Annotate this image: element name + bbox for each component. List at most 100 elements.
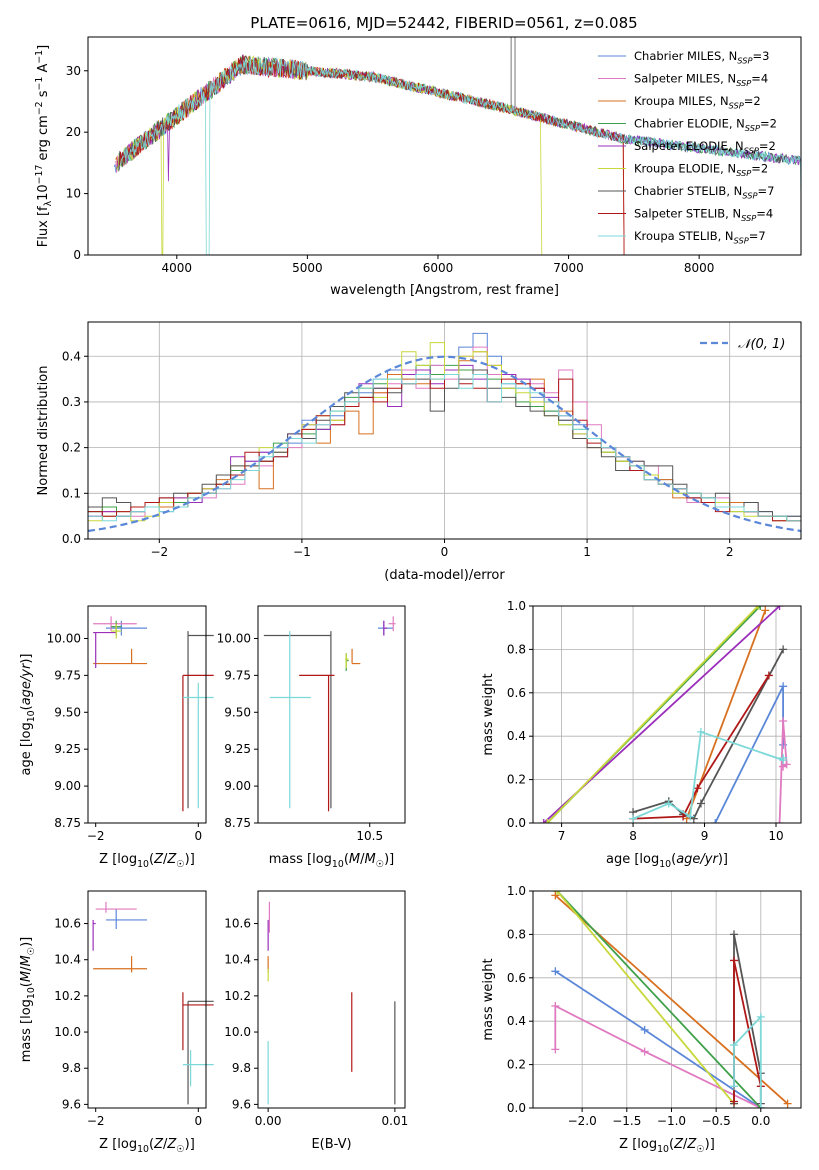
age-z-xtick-label: −2	[87, 829, 105, 843]
weight-z-xlabel: Z [log10(Z/Z☉)]	[619, 1137, 715, 1155]
weight-z-ytick-label: 0.8	[507, 927, 526, 941]
spectrum-xlabel: wavelength [Angstrom, rest frame]	[330, 283, 559, 298]
weight-age-ytick-label: 0.4	[507, 729, 526, 743]
age-mass-ytick-label: 10.00	[217, 631, 251, 645]
spectrum-xtick-label: 4000	[162, 261, 193, 275]
mass-ebv-ytick-label: 10.2	[224, 989, 251, 1003]
mass-ebv-ytick-label: 9.8	[232, 1061, 251, 1075]
age-mass-xtick-label: 10.5	[356, 829, 383, 843]
weight-z-marker-kroupa_stelib	[756, 1104, 765, 1108]
weight-age-marker-salpeter_elodie	[775, 606, 784, 610]
spectrum-ytick-label: 30	[66, 64, 81, 78]
weight-z-ytick-label: 0.4	[507, 1014, 526, 1028]
spectrum-trace-chabrier_stelib	[118, 53, 801, 172]
mass-z-xtick-label: 0	[194, 1114, 202, 1128]
weight-z-marker-kroupa_miles	[551, 891, 560, 900]
residuals-ytick-label: 0.1	[62, 486, 81, 500]
weight-age-marker-kroupa_stelib	[629, 814, 638, 823]
residuals-legend-label: 𝒩(0, 1)	[738, 337, 785, 352]
weight-z-ytick-label: 0.6	[507, 971, 526, 985]
spectrum-trace-kroupa_miles	[115, 55, 625, 255]
weight-age-marker-salpeter_miles	[775, 819, 784, 823]
age-z-xtick-label: 0	[194, 829, 202, 843]
age-z-ytick-label: 9.25	[54, 742, 81, 756]
weight-z-xtick-label: 0.0	[751, 1114, 770, 1128]
weight-z-line-kroupa_elodie	[556, 891, 735, 1105]
age-mass-ytick-label: 8.75	[224, 816, 251, 830]
weight-age-ylabel: mass weight	[481, 673, 496, 755]
weight-age-marker-salpeter_elodie	[539, 819, 548, 823]
age-z-ytick-label: 9.75	[54, 668, 81, 682]
weight-age-xlabel: age [log10(age/yr)]	[606, 852, 728, 870]
spectrum-legend-label: Salpeter STELIB, NSSP=4	[634, 207, 773, 223]
weight-age-xtick-label: 10	[768, 829, 783, 843]
residuals-xtick-label: −2	[150, 545, 168, 559]
weight-age-frame	[532, 605, 802, 824]
weight-age-marker-chabrier_stelib	[696, 799, 705, 808]
weight-z-frame	[532, 890, 802, 1109]
weight-z-xtick-label: −1.5	[612, 1114, 641, 1128]
weight-z-xtick-label: −2.0	[568, 1114, 597, 1128]
weight-z-marker-salpeter_miles	[551, 1045, 560, 1054]
residuals-xtick-label: 2	[726, 545, 734, 559]
age-z-frame	[87, 605, 207, 824]
spectrum-legend-label: Kroupa STELIB, NSSP=7	[634, 229, 766, 245]
weight-z-marker-salpeter_stelib	[730, 956, 738, 965]
age-mass-ytick-label: 9.75	[224, 668, 251, 682]
weight-z-marker-kroupa_stelib	[756, 1012, 765, 1021]
weight-z-marker-salpeter_miles	[640, 1047, 649, 1056]
spectrum-legend-label: Chabrier STELIB, NSSP=7	[634, 184, 774, 200]
residuals-ytick-label: 0.0	[62, 532, 81, 546]
residuals-xlabel: (data-model)/error	[384, 568, 505, 583]
residuals-xtick-label: 1	[583, 545, 591, 559]
weight-z-line-chabrier_elodie	[556, 891, 762, 1108]
weight-age-marker-chabrier_miles	[711, 819, 720, 823]
mass-z-xlabel: Z [log10(Z/Z☉)]	[99, 1137, 195, 1155]
weight-z-marker-chabrier_stelib	[730, 930, 738, 939]
weight-age-xtick-label: 9	[701, 829, 709, 843]
spectrum-trace-salpeter_miles	[114, 56, 625, 255]
weight-age-xtick-label: 8	[629, 829, 637, 843]
spectrum-legend-label: Kroupa ELODIE, NSSP=2	[634, 162, 768, 178]
age-z-xlabel: Z [log10(Z/Z☉)]	[99, 852, 195, 870]
weight-z-line-chabrier_miles	[554, 970, 762, 1108]
weight-z-ylabel: mass weight	[481, 958, 496, 1040]
spectrum-ylabel: Flux [fλ10−17 erg cm−2 s−1 A−1]	[34, 45, 54, 247]
residuals-xtick-label: −1	[293, 545, 311, 559]
mass-ebv-ytick-label: 10.0	[224, 1025, 251, 1039]
weight-z-lines	[551, 891, 792, 1108]
spectrum-trace-kroupa_elodie	[117, 55, 543, 255]
mass-z-ytick-label: 10.2	[54, 989, 81, 1003]
mass-z-xtick-label: −2	[87, 1114, 105, 1128]
weight-age-marker-chabrier_elodie	[756, 606, 765, 610]
mass-z-ytick-label: 10.0	[54, 1025, 81, 1039]
weight-age-line-salpeter_stelib	[633, 674, 770, 820]
spectrum-legend-label: Chabrier MILES, NSSP=3	[634, 49, 769, 65]
age-z-ylabel: age [log10(age/yr)]	[19, 653, 37, 775]
weight-age-marker-kroupa_elodie	[543, 819, 552, 823]
age-mass-frame	[257, 605, 406, 824]
weight-age-marker-chabrier_stelib	[779, 645, 788, 654]
mass-z-frame	[87, 890, 207, 1109]
mass-z-ylabel: mass [log10(M/M☉)]	[19, 937, 37, 1063]
weight-z-marker-kroupa_stelib	[730, 1082, 738, 1091]
weight-age-lines	[539, 606, 791, 823]
spectrum-ytick-label: 10	[66, 187, 81, 201]
weight-z-xtick-label: −0.5	[702, 1114, 731, 1128]
spectrum-xtick-label: 5000	[292, 261, 323, 275]
weight-age-marker-kroupa_stelib	[664, 799, 673, 808]
residuals-ytick-label: 0.2	[62, 441, 81, 455]
spectrum-legend-label: Salpeter MILES, NSSP=4	[634, 72, 768, 88]
spectrum-trace-kroupa_stelib	[120, 56, 801, 255]
weight-z-line-kroupa_stelib	[733, 1014, 762, 1108]
mass-ebv-xlabel: E(B-V)	[311, 1137, 351, 1152]
residuals-frame	[87, 321, 802, 540]
weight-z-marker-kroupa_miles	[783, 1099, 792, 1108]
residual-histogram-kroupa_stelib	[88, 374, 801, 522]
weight-age-marker-kroupa_stelib	[686, 812, 695, 821]
normal-curve	[87, 355, 802, 533]
residuals-ytick-label: 0.3	[62, 395, 81, 409]
weight-z-ytick-label: 0.2	[507, 1058, 526, 1072]
residuals-ylabel: Normed distribution	[36, 366, 51, 496]
